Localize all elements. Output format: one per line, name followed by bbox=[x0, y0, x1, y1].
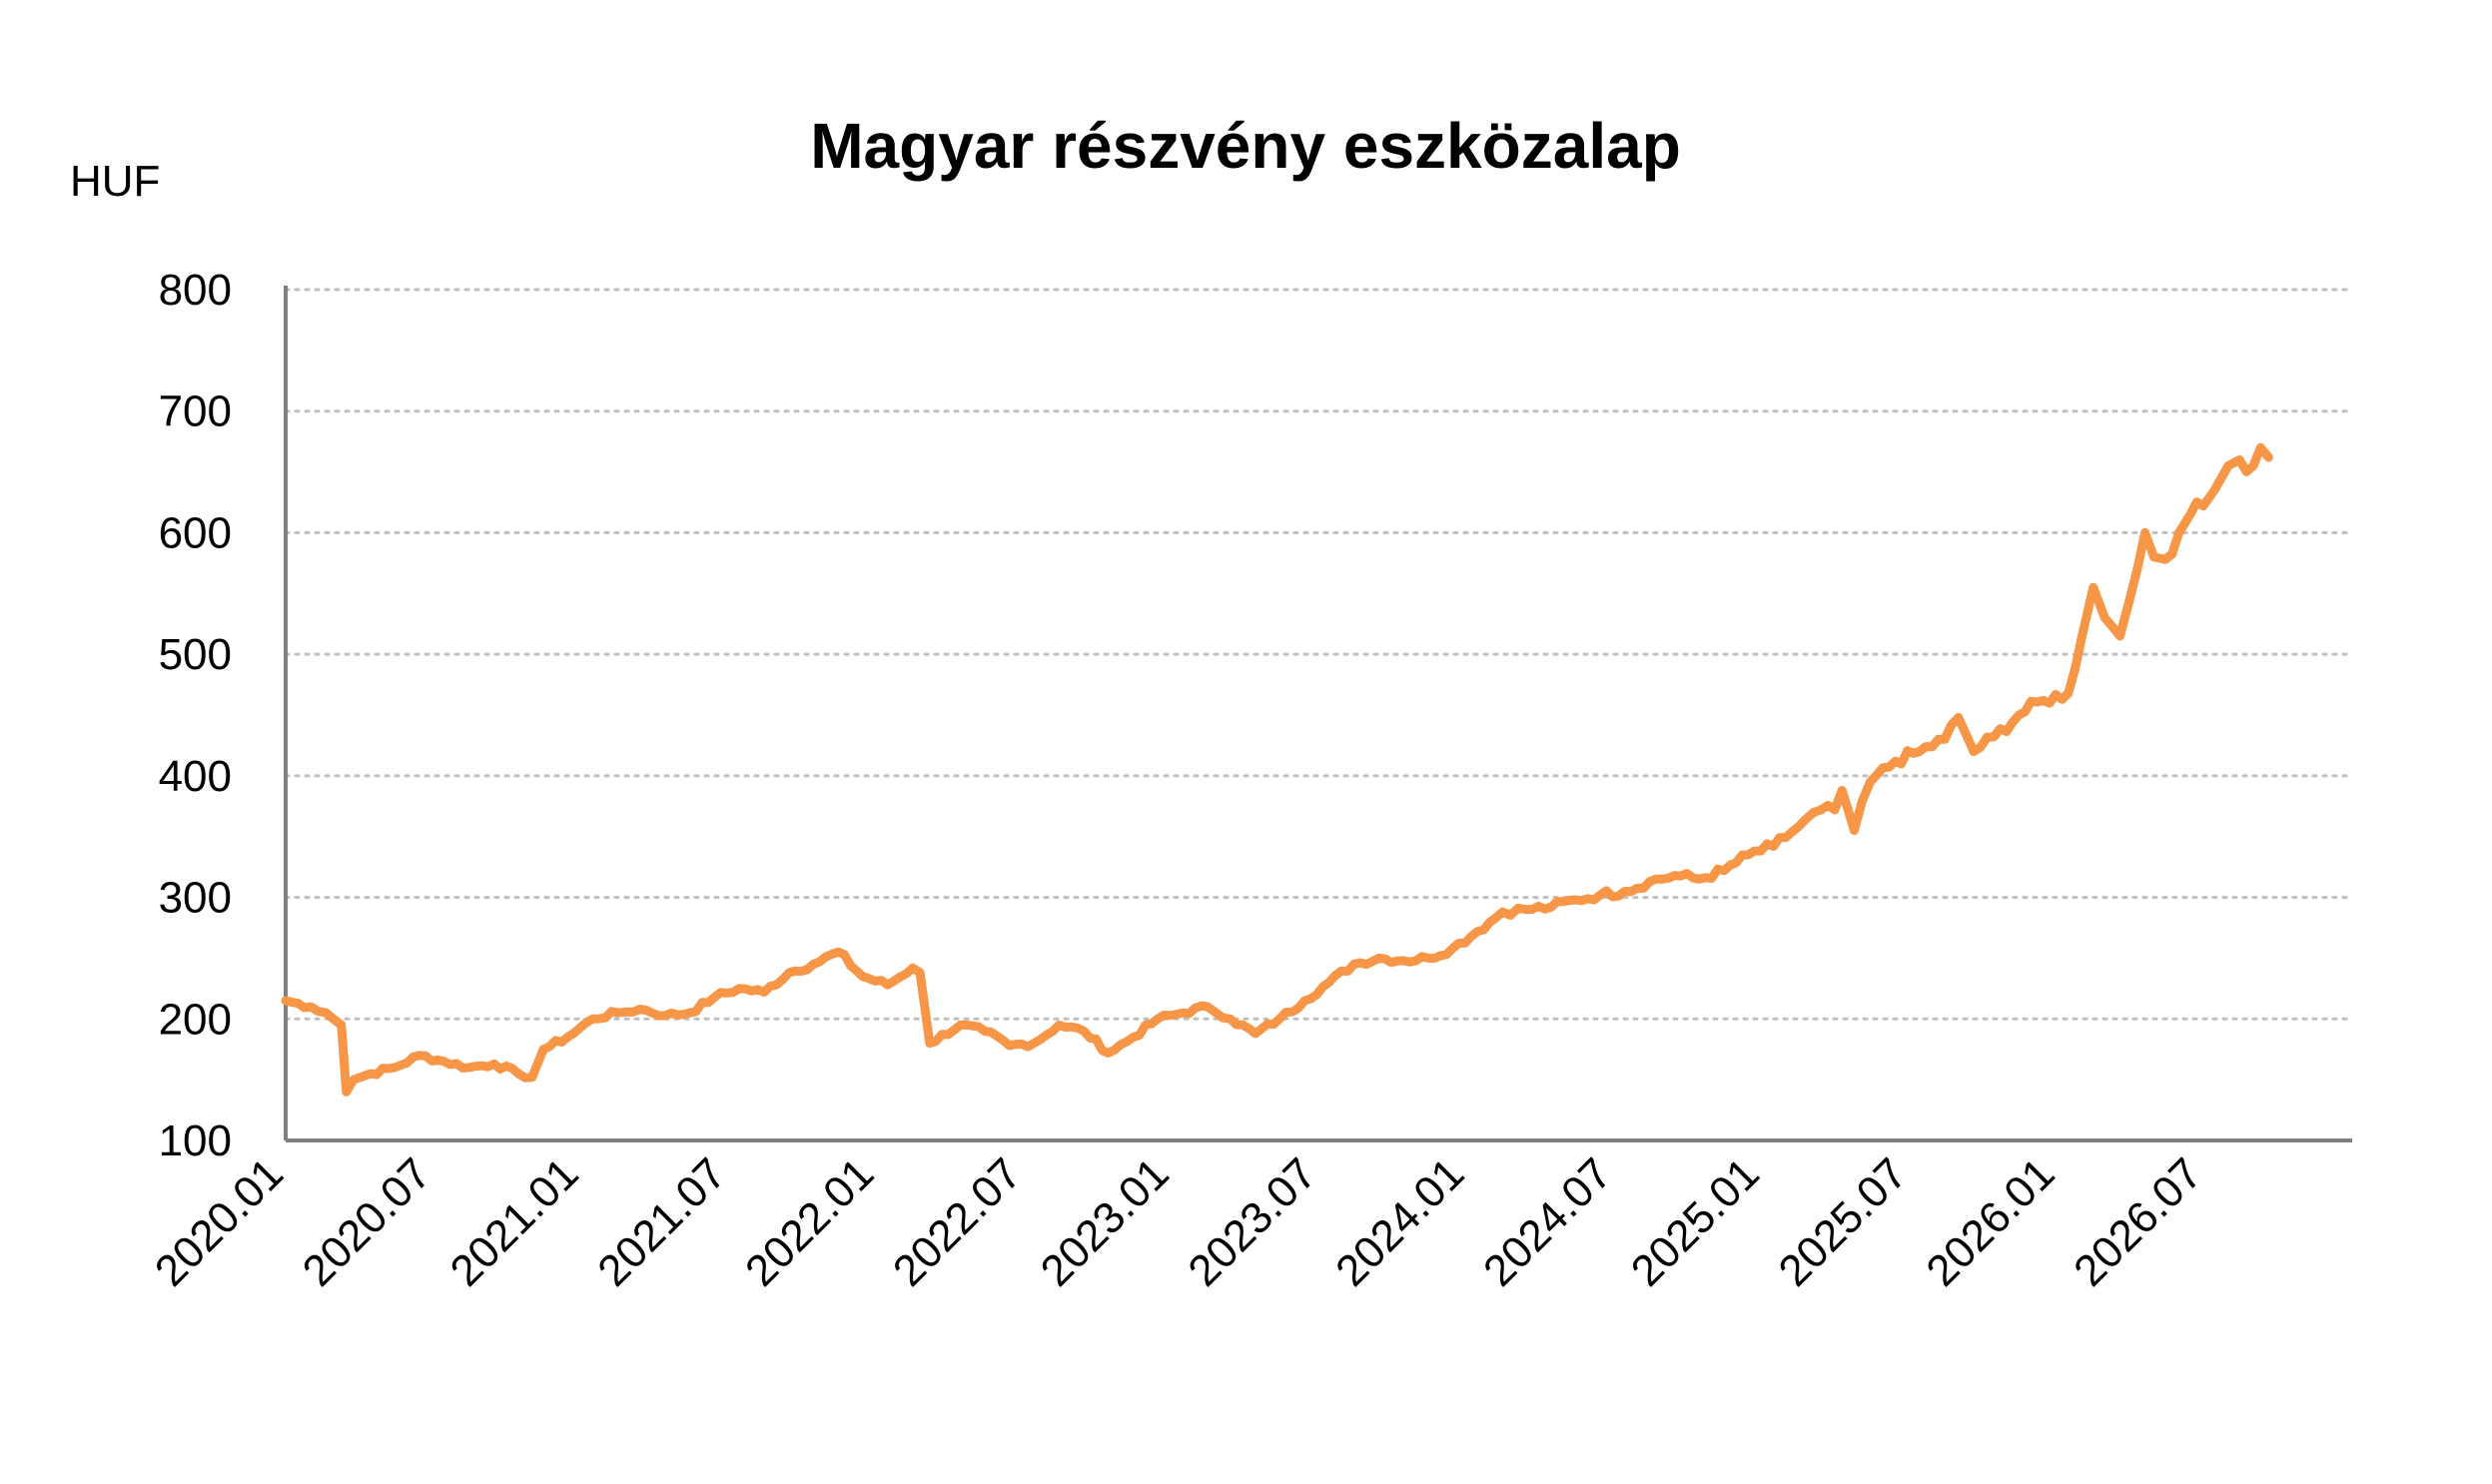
series-layer bbox=[281, 442, 2273, 1097]
x-tick-label: 2025.07 bbox=[1770, 1148, 1917, 1295]
y-tick-label: 600 bbox=[159, 508, 232, 557]
x-tick-label: 2021.07 bbox=[588, 1148, 735, 1295]
y-tick-label: 100 bbox=[159, 1116, 232, 1165]
y-tick-labels: 100 200 300 400 500 600 700 800 bbox=[159, 266, 232, 1165]
x-tick-label: 2021.01 bbox=[441, 1148, 588, 1295]
x-tick-label: 2020.01 bbox=[146, 1148, 293, 1295]
x-tick-label: 2024.07 bbox=[1474, 1148, 1621, 1295]
series-line bbox=[281, 442, 2273, 1097]
y-tick-label: 500 bbox=[159, 630, 232, 679]
x-tick-label: 2024.01 bbox=[1326, 1148, 1473, 1295]
y-tick-label: 800 bbox=[159, 266, 232, 315]
x-tick-label: 2025.01 bbox=[1622, 1148, 1769, 1295]
x-tick-labels: 2020.01 2020.07 2021.01 2021.07 2022.01 2022.… bbox=[146, 1148, 2211, 1295]
x-tick-label: 2026.07 bbox=[2065, 1148, 2211, 1295]
y-tick-label: 400 bbox=[159, 752, 232, 801]
x-tick-label: 2022.07 bbox=[884, 1148, 1031, 1295]
x-tick-label: 2020.07 bbox=[294, 1148, 440, 1295]
y-tick-label: 700 bbox=[159, 387, 232, 436]
x-tick-label: 2022.01 bbox=[736, 1148, 883, 1295]
y-tick-label: 200 bbox=[159, 995, 232, 1044]
y-axis-unit-label: HUF bbox=[70, 157, 160, 206]
chart-title: Magyar részvény eszközalap bbox=[810, 110, 1681, 182]
gridlines bbox=[284, 288, 2354, 1021]
x-tick-label: 2023.07 bbox=[1179, 1148, 1325, 1295]
x-tick-label: 2026.01 bbox=[1917, 1148, 2064, 1295]
y-tick-label: 300 bbox=[159, 874, 232, 923]
axes bbox=[284, 286, 2352, 1142]
x-tick-label: 2023.01 bbox=[1032, 1148, 1179, 1295]
